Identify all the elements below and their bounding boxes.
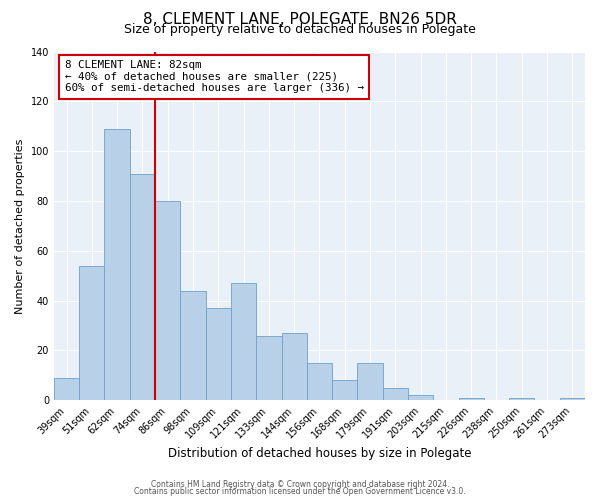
Text: Contains HM Land Registry data © Crown copyright and database right 2024.: Contains HM Land Registry data © Crown c… bbox=[151, 480, 449, 489]
Bar bbox=[560, 398, 585, 400]
Bar bbox=[458, 398, 484, 400]
Text: 8 CLEMENT LANE: 82sqm
← 40% of detached houses are smaller (225)
60% of semi-det: 8 CLEMENT LANE: 82sqm ← 40% of detached … bbox=[65, 60, 364, 94]
Bar bbox=[181, 290, 206, 401]
Bar bbox=[104, 128, 130, 400]
Bar bbox=[155, 201, 181, 400]
Text: Contains public sector information licensed under the Open Government Licence v3: Contains public sector information licen… bbox=[134, 487, 466, 496]
Y-axis label: Number of detached properties: Number of detached properties bbox=[15, 138, 25, 314]
Bar bbox=[509, 398, 535, 400]
Bar bbox=[332, 380, 358, 400]
Bar bbox=[231, 283, 256, 401]
Text: Size of property relative to detached houses in Polegate: Size of property relative to detached ho… bbox=[124, 22, 476, 36]
Text: 8, CLEMENT LANE, POLEGATE, BN26 5DR: 8, CLEMENT LANE, POLEGATE, BN26 5DR bbox=[143, 12, 457, 28]
Bar bbox=[383, 388, 408, 400]
Bar bbox=[256, 336, 281, 400]
Bar bbox=[408, 396, 433, 400]
X-axis label: Distribution of detached houses by size in Polegate: Distribution of detached houses by size … bbox=[168, 447, 471, 460]
Bar bbox=[281, 333, 307, 400]
Bar bbox=[130, 174, 155, 400]
Bar bbox=[79, 266, 104, 400]
Bar bbox=[54, 378, 79, 400]
Bar bbox=[358, 363, 383, 401]
Bar bbox=[307, 363, 332, 401]
Bar bbox=[206, 308, 231, 400]
